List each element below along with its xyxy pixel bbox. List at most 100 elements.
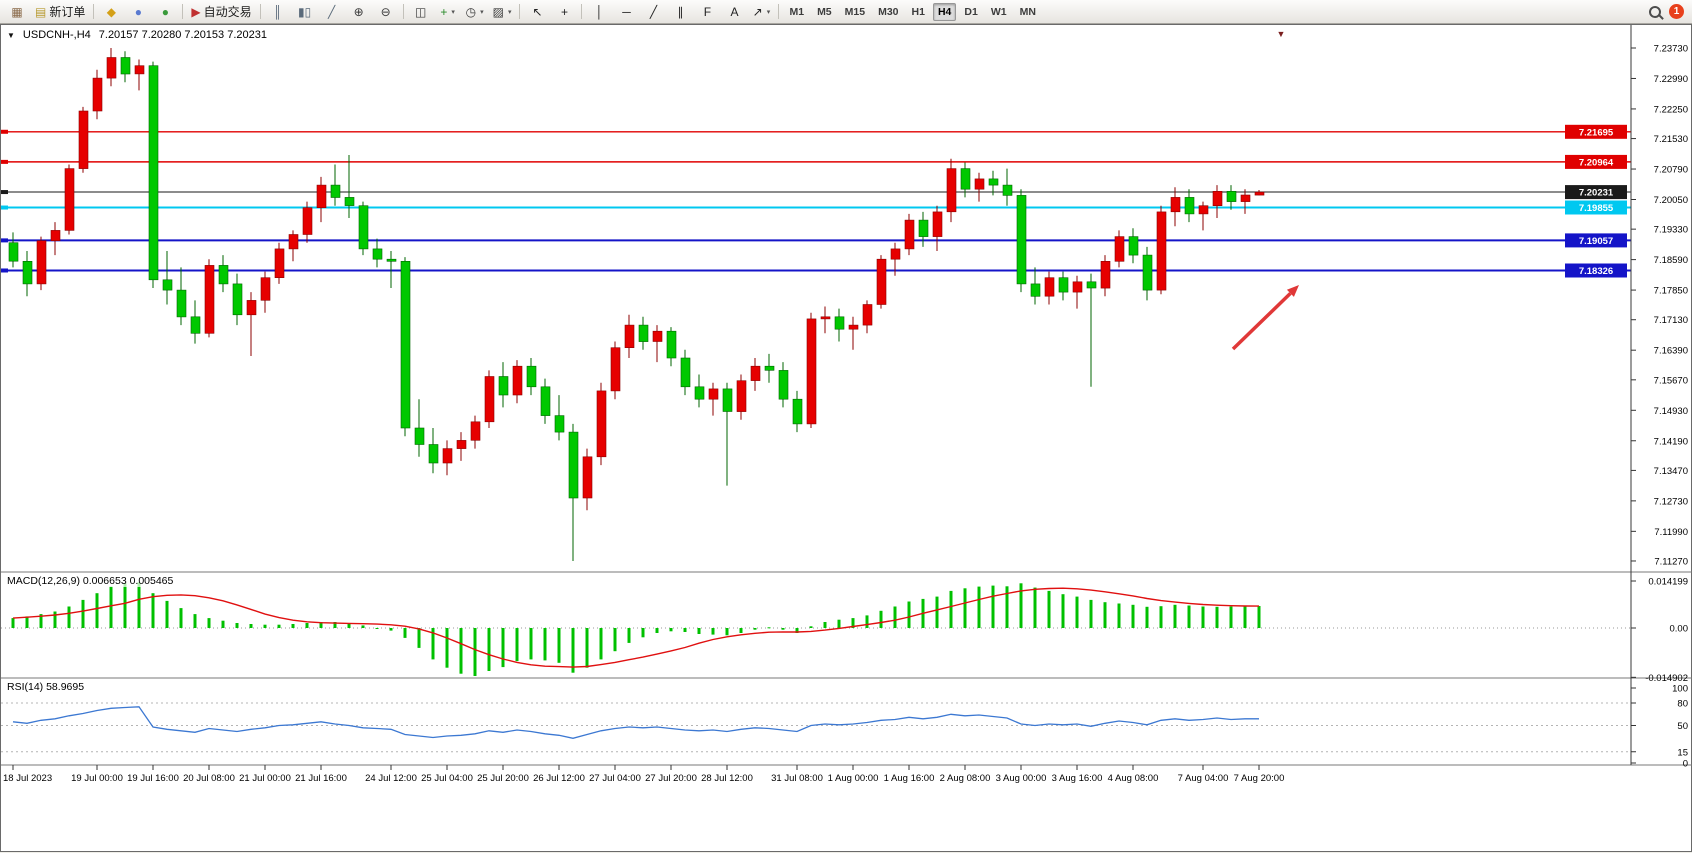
macd-histogram-bar xyxy=(375,628,379,629)
notification-badge[interactable]: 1 xyxy=(1669,4,1684,19)
trendline-icon-glyph: ╱ xyxy=(649,4,658,19)
price-tag xyxy=(1565,233,1627,248)
collapse-arrow-icon[interactable]: ▼ xyxy=(7,30,15,40)
indicators-icon[interactable]: + ▾ xyxy=(435,1,461,23)
macd-histogram-bar xyxy=(193,614,197,628)
fibonacci-icon[interactable]: F xyxy=(694,1,720,23)
macd-histogram-bar xyxy=(179,608,183,628)
periods-icon[interactable]: ◷ ▾ xyxy=(462,1,488,23)
price-scale[interactable]: 7.23730 7.22990 7.22250 7.21530 7.20790 7.200… xyxy=(1631,44,1688,568)
timeframe-button-d1[interactable]: D1 xyxy=(964,5,978,18)
new-order-button[interactable]: ▤ 新订单 xyxy=(31,1,89,23)
candle xyxy=(666,330,677,359)
candle xyxy=(316,184,327,209)
candle xyxy=(8,242,19,262)
price-tag-label: 7.20964 xyxy=(1579,157,1614,168)
macd-histogram-bar xyxy=(305,623,309,628)
candle xyxy=(176,289,187,318)
annotations[interactable]: ▼ xyxy=(1231,29,1299,351)
macd-histogram-bar xyxy=(221,620,225,628)
trendline-icon[interactable]: ╱ xyxy=(640,1,666,23)
line-chart-icon[interactable]: ╱ xyxy=(319,1,345,23)
text-icon[interactable]: A xyxy=(721,1,747,23)
zoom-out-icon[interactable]: ⊖ xyxy=(373,1,399,23)
timeframe-button-w1[interactable]: W1 xyxy=(990,5,1007,18)
macd-histogram-bar xyxy=(641,628,645,638)
candle xyxy=(848,324,859,330)
candle xyxy=(372,248,383,260)
tile-windows-icon[interactable]: ◫ xyxy=(408,1,434,23)
macd-histogram-bar xyxy=(81,599,85,628)
rsi-scale-label: 100 xyxy=(1672,684,1688,695)
horizontal-lines[interactable] xyxy=(1,129,1631,273)
candle xyxy=(1114,236,1125,262)
candle xyxy=(946,168,957,213)
price-scale-label: 7.13470 xyxy=(1654,466,1688,477)
candle xyxy=(22,261,33,285)
price-scale-label: 7.17850 xyxy=(1654,286,1688,297)
timeframe-button-m1[interactable]: M1 xyxy=(789,5,805,18)
rsi-scale-label: 50 xyxy=(1677,721,1688,732)
time-scale[interactable]: 18 Jul 2023 19 Jul 00:00 19 Jul 16:00 20 Ju… xyxy=(3,765,1284,784)
timeframe-button-h4[interactable]: H4 xyxy=(932,2,957,21)
macd-histogram-bar xyxy=(123,583,127,628)
arrow-annotation[interactable] xyxy=(1231,292,1292,351)
zoom-in-icon[interactable]: ⊕ xyxy=(346,1,372,23)
macd-histogram-bar xyxy=(1089,599,1093,628)
timeframe-button-mn[interactable]: MN xyxy=(1019,5,1036,18)
community-icon[interactable]: ● xyxy=(152,1,178,23)
channel-icon[interactable]: ∥ xyxy=(667,1,693,23)
price-tag-label: 7.18326 xyxy=(1579,266,1613,277)
search-button[interactable] xyxy=(1642,1,1668,23)
timeframe-button-m30[interactable]: M30 xyxy=(878,5,899,18)
timeframe-button-h1[interactable]: H1 xyxy=(911,5,925,18)
bar-chart-icon[interactable]: ║ xyxy=(265,1,291,23)
line-anchor-mark xyxy=(1,159,8,164)
price-tag-label: 7.21695 xyxy=(1579,127,1614,138)
macd-histogram-bar xyxy=(1187,605,1191,628)
candle xyxy=(1058,277,1069,293)
support-icon[interactable]: ● xyxy=(125,1,151,23)
autotrading-button[interactable]: ▶ 自动交易 xyxy=(187,1,255,23)
macd-histogram-bar xyxy=(291,624,295,628)
candle xyxy=(1254,191,1265,196)
time-scale-label: 21 Jul 00:00 xyxy=(239,773,291,784)
macd-histogram-bar xyxy=(865,615,869,628)
price-scale-label: 7.15670 xyxy=(1654,375,1688,386)
toolbar-separator xyxy=(93,4,95,19)
chart-canvas[interactable]: 7.23730 7.22990 7.22250 7.21530 7.20790 7.200… xyxy=(1,25,1692,853)
main-toolbar: ▦ ▤ 新订单 ◆ ● ● ▶ 自动交易 ║ ▮▯ ╱ ⊕ ⊖ ◫ + ▾ ◷ ▾ ▨ ▾ ↖ + │ ─ ╱ ∥ F A ↗ ▾ M1 M5… xyxy=(0,0,1692,24)
candle xyxy=(1240,194,1251,202)
time-scale-label: 3 Aug 00:00 xyxy=(996,773,1047,784)
macd-histogram-bar xyxy=(767,627,771,629)
toolbar-separator xyxy=(778,4,780,19)
horizontal-line-icon[interactable]: ─ xyxy=(613,1,639,23)
macd-label: MACD(12,26,9) 0.006653 0.005465 xyxy=(7,575,174,587)
arrow-annotation-head xyxy=(1286,285,1299,297)
macd-histogram-bar xyxy=(599,628,603,660)
candle xyxy=(750,365,761,381)
chart-window-icon[interactable]: ▦ xyxy=(4,1,30,23)
rsi-scale-label: 15 xyxy=(1677,747,1688,758)
arrows-icon[interactable]: ↗ ▾ xyxy=(748,1,774,23)
vertical-line-icon[interactable]: │ xyxy=(586,1,612,23)
macd-histogram-bar xyxy=(781,628,785,630)
candle xyxy=(1156,211,1167,291)
macd-histogram-bar xyxy=(963,588,967,628)
price-tag xyxy=(1565,263,1627,278)
candle xyxy=(582,456,593,499)
cursor-icon[interactable]: ↖ xyxy=(524,1,550,23)
crosshair-icon[interactable]: + xyxy=(551,1,577,23)
price-scale-label: 7.21530 xyxy=(1654,134,1688,145)
timeframe-button-m15[interactable]: M15 xyxy=(844,5,866,18)
candlestick-chart-icon[interactable]: ▮▯ xyxy=(292,1,318,23)
arrow-down-marker[interactable]: ▼ xyxy=(1277,29,1286,39)
candle xyxy=(512,365,523,396)
timeframe-button-m5[interactable]: M5 xyxy=(817,5,832,18)
macd-scale: 0.014199 0.00 -0.014902 xyxy=(1631,577,1688,684)
candle xyxy=(92,77,103,112)
compass-icon[interactable]: ◆ xyxy=(98,1,124,23)
templates-icon[interactable]: ▨ ▾ xyxy=(489,1,516,23)
candle xyxy=(1212,191,1223,207)
candle xyxy=(778,370,789,400)
